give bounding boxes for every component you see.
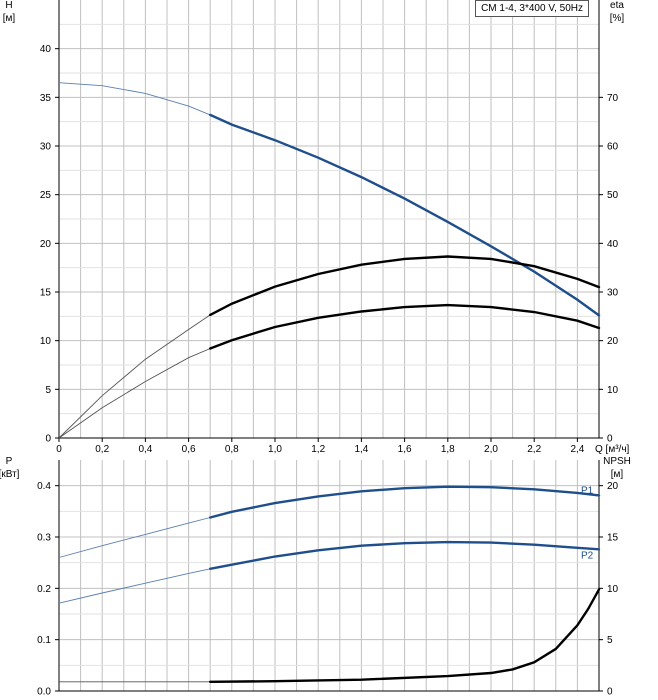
y-right-title: NPSH <box>603 456 631 467</box>
series-eta_pump-line <box>209 255 601 317</box>
series-P1-line <box>209 485 601 519</box>
x-tick-label: 0,6 <box>182 444 196 455</box>
y-left-tick-label: 15 <box>40 288 52 299</box>
y-right-tick-label: 10 <box>607 584 619 595</box>
x-tick-label: 1,0 <box>268 444 282 455</box>
y-right-tick-label: 10 <box>607 385 619 396</box>
x-tick-label: 2,4 <box>570 444 584 455</box>
x-tick-label: 2,2 <box>527 444 541 455</box>
y-left-tick-label: 10 <box>40 336 52 347</box>
y-left-tick-label: 0.4 <box>37 481 51 492</box>
y-left-tick-label: 0.2 <box>37 584 51 595</box>
y-left-tick-label: 25 <box>40 190 52 201</box>
x-tick-label: 1,4 <box>354 444 368 455</box>
y-right-tick-label: 15 <box>607 533 619 544</box>
x-tick-label: 0 <box>56 444 62 455</box>
y-left-tick-label: 0.0 <box>37 687 51 698</box>
y-right-tick-label: 0 <box>607 434 613 445</box>
y-right-tick-label: 20 <box>607 481 619 492</box>
upper-chart: 0 5 10 15 20 25 30 35 40 0 10 20 30 40 50 60 70 H [м] eta [%… <box>3 0 630 455</box>
y-left-title: P <box>6 456 13 467</box>
y-left-tick-label: 0.1 <box>37 635 51 646</box>
x-tick-label: 0,2 <box>95 444 109 455</box>
series-label-P1: P1 <box>581 485 594 496</box>
series-eta_pump-extrapolated-line <box>58 314 211 439</box>
y-right-tick-label: 20 <box>607 336 619 347</box>
y-left-tick-label: 5 <box>45 385 51 396</box>
y-left-tick-label: 30 <box>40 142 52 153</box>
y-left-tick-label: 40 <box>40 44 52 55</box>
y-right-tick-label: 50 <box>607 190 619 201</box>
x-tick-label: 0,4 <box>138 444 152 455</box>
x-axis-title: Q [м³/ч] <box>595 444 630 455</box>
series-P2-extrapolated-line <box>58 568 211 604</box>
y-left-unit: [кВт] <box>0 469 20 480</box>
series-head-extrapolated-line <box>58 82 211 116</box>
y-left-unit: [м] <box>3 13 16 24</box>
y-right-tick-label: 60 <box>607 142 619 153</box>
model-label: CM 1-4, 3*400 V, 50Hz <box>475 0 589 17</box>
y-right-unit: [м] <box>611 469 624 480</box>
series-head-line <box>209 113 601 317</box>
y-right-tick-label: 30 <box>607 288 619 299</box>
series-P1-extrapolated-line <box>58 517 211 558</box>
y-right-tick-label: 40 <box>607 239 619 250</box>
x-tick-label: 1,6 <box>398 444 412 455</box>
y-right-tick-label: 0 <box>607 687 613 698</box>
series-P2-line <box>209 540 601 570</box>
x-tick-label: 1,2 <box>311 444 325 455</box>
y-left-title: H <box>5 0 12 11</box>
x-tick-label: 2,0 <box>484 444 498 455</box>
y-left-tick-label: 0 <box>45 434 51 445</box>
y-left-tick-label: 20 <box>40 239 52 250</box>
series-eta_total-line <box>209 303 601 350</box>
lower-chart: 0.0 0.1 0.2 0.3 0.4 0 5 10 15 20 P [кВт] NPSH [м] P1 P2 <box>0 456 631 698</box>
x-tick-label: 1,8 <box>441 444 455 455</box>
y-right-tick-label: 70 <box>607 93 619 104</box>
series-label-P2: P2 <box>581 550 594 561</box>
y-right-tick-label: 5 <box>607 635 613 646</box>
x-tick-label: 0,8 <box>225 444 239 455</box>
y-left-tick-label: 0.3 <box>37 533 51 544</box>
series-NPSH-line <box>209 588 601 683</box>
y-right-title: eta <box>610 0 624 11</box>
series-eta_total-extrapolated-line <box>58 348 211 439</box>
y-right-unit: [%] <box>610 13 625 24</box>
y-left-tick-label: 35 <box>40 93 52 104</box>
